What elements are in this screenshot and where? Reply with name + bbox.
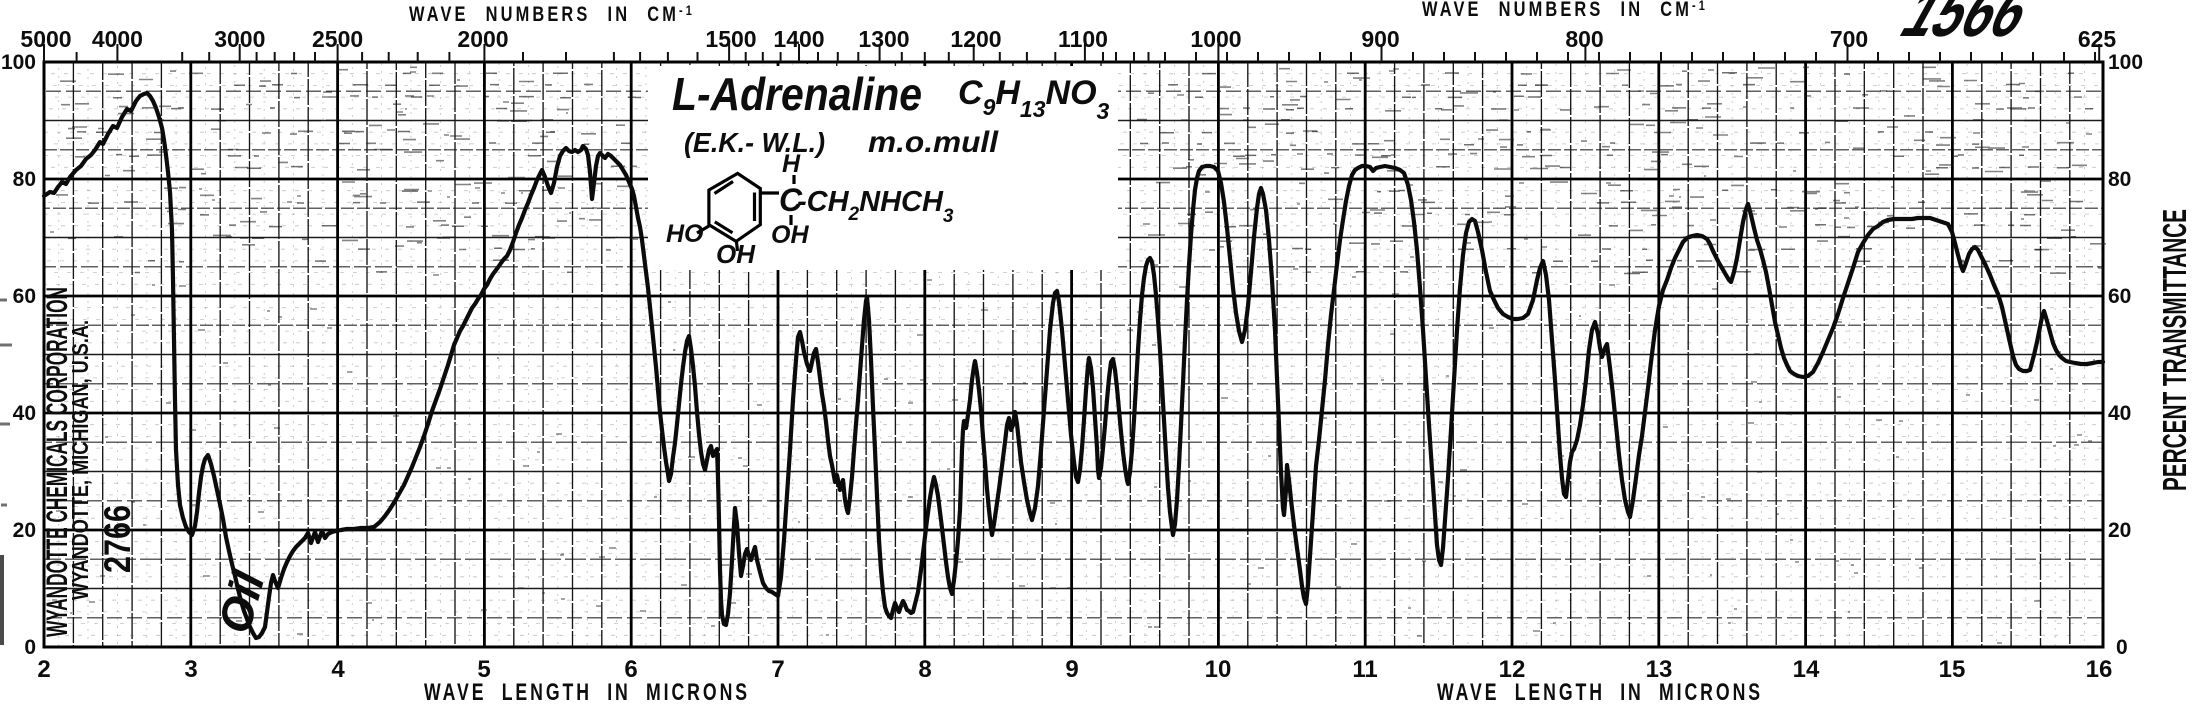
svg-text:1500: 1500: [705, 26, 756, 52]
svg-text:900: 900: [1361, 26, 1399, 52]
svg-text:700: 700: [1830, 26, 1868, 52]
svg-text:1100: 1100: [1058, 26, 1108, 52]
svg-text:4: 4: [331, 656, 345, 683]
svg-text:100: 100: [1, 51, 36, 74]
svg-text:5: 5: [477, 656, 490, 683]
svg-text:40: 40: [13, 402, 36, 425]
svg-text:2766: 2766: [97, 505, 138, 573]
svg-text:625: 625: [2078, 26, 2117, 52]
svg-text:HO: HO: [666, 220, 704, 248]
svg-text:WAVE NUMBERS IN CM-1: WAVE NUMBERS IN CM-1: [1422, 0, 1708, 21]
svg-text:12: 12: [1499, 656, 1526, 683]
svg-text:OH: OH: [771, 221, 809, 249]
svg-text:800: 800: [1565, 26, 1603, 52]
svg-text:m.o.mull: m.o.mull: [868, 126, 999, 159]
svg-text:60: 60: [2108, 285, 2131, 308]
svg-text:WYANDOTTE CHEMICALS CORPORATIO: WYANDOTTE CHEMICALS CORPORATION: [41, 287, 74, 637]
svg-text:7: 7: [771, 656, 784, 683]
svg-text:16: 16: [2086, 656, 2113, 683]
svg-text:20: 20: [13, 519, 36, 542]
svg-text:2: 2: [37, 656, 50, 683]
svg-text:0: 0: [24, 636, 36, 659]
svg-text:1300: 1300: [858, 26, 909, 52]
svg-text:60: 60: [13, 285, 36, 308]
svg-text:0: 0: [2116, 636, 2128, 659]
svg-text:C: C: [779, 182, 803, 218]
svg-text:WAVE LENGTH IN MICRONS: WAVE LENGTH IN MICRONS: [424, 679, 750, 706]
svg-text:3000: 3000: [214, 26, 265, 52]
svg-text:2000: 2000: [457, 26, 508, 52]
svg-text:15: 15: [1939, 656, 1966, 683]
svg-text:PERCENT TRANSMITTANCE: PERCENT TRANSMITTANCE: [2156, 209, 2193, 491]
svg-text:1200: 1200: [950, 26, 1001, 52]
svg-text:1400: 1400: [773, 26, 824, 52]
svg-text:(E.K.- W.L.): (E.K.- W.L.): [684, 127, 825, 158]
svg-text:H: H: [782, 150, 801, 178]
svg-text:OH: OH: [716, 239, 756, 269]
svg-text:11: 11: [1352, 656, 1377, 683]
svg-text:WAVE NUMBERS IN CM-1: WAVE NUMBERS IN CM-1: [409, 2, 695, 26]
svg-text:80: 80: [13, 168, 36, 191]
svg-text:2500: 2500: [312, 26, 363, 52]
svg-text:13: 13: [1646, 656, 1673, 683]
svg-text:1000: 1000: [1190, 26, 1241, 52]
svg-text:40: 40: [2108, 402, 2131, 425]
svg-text:80: 80: [2108, 168, 2131, 191]
svg-text:100: 100: [2108, 51, 2143, 74]
svg-text:WYANDOTTE, MICHIGAN, U.S.A.: WYANDOTTE, MICHIGAN, U.S.A.: [67, 320, 93, 600]
svg-text:WAVE LENGTH IN MICRONS: WAVE LENGTH IN MICRONS: [1437, 679, 1763, 706]
svg-text:14: 14: [1793, 656, 1820, 683]
svg-text:4000: 4000: [92, 26, 143, 52]
svg-text:5000: 5000: [20, 26, 71, 52]
svg-text:3: 3: [184, 656, 197, 683]
svg-text:9: 9: [1065, 656, 1078, 683]
svg-text:10: 10: [1205, 656, 1232, 683]
svg-text:6: 6: [624, 656, 637, 683]
svg-text:20: 20: [2108, 519, 2131, 542]
svg-text:8: 8: [918, 656, 931, 683]
svg-text:L-Adrenaline: L-Adrenaline: [672, 68, 922, 120]
